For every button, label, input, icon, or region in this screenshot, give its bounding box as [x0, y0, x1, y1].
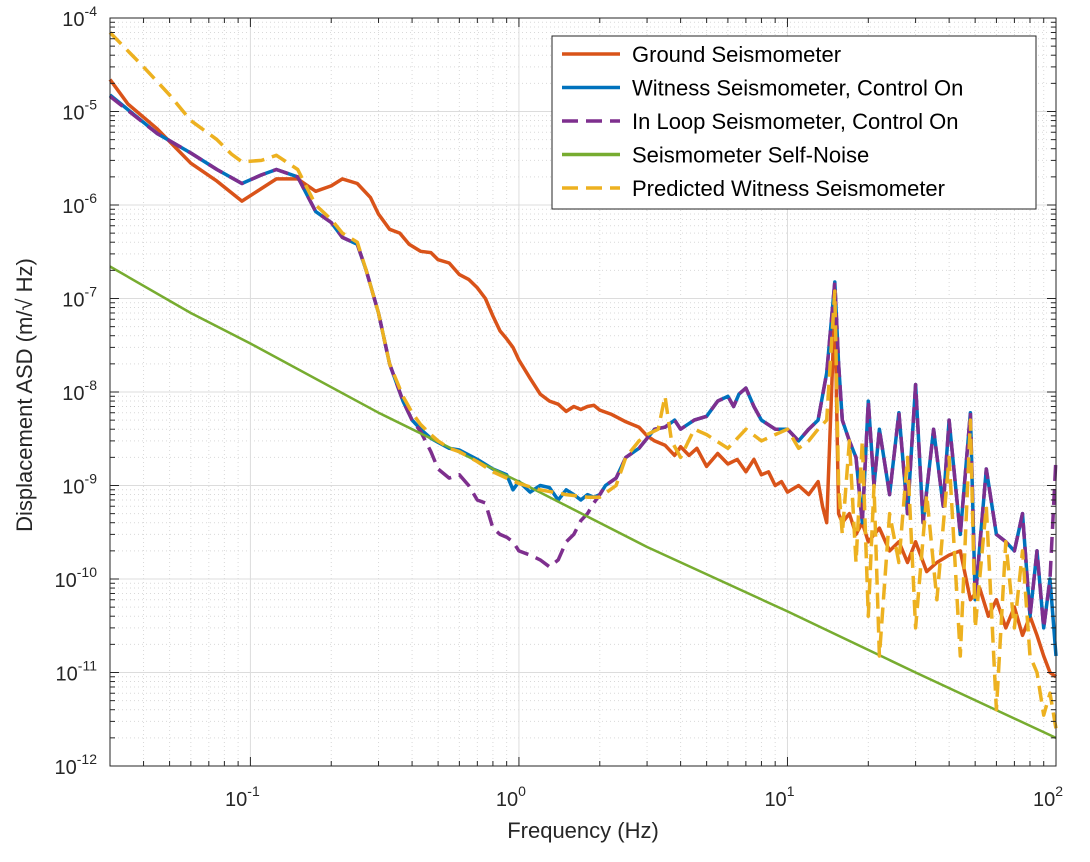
y-tick-label: 10-5: [62, 97, 97, 125]
legend-box: [551, 35, 1037, 210]
x-tick-label: 101: [764, 783, 794, 811]
legend-label-2: In Loop Seismometer, Control On: [632, 109, 959, 134]
series-line-2: [108, 95, 1058, 630]
y-tick-labels: 10-12 10-11 10-10 10-9 10-8 10-7 10-6 10-5 10-4: [55, 3, 98, 779]
y-tick-label: 10-7: [62, 284, 97, 312]
y-tick-label: 10-10: [55, 564, 98, 592]
series-layer: [108, 31, 1058, 740]
x-tick-labels: 10-1 100 101 102: [225, 783, 1063, 811]
y-tick-label: 10-8: [62, 377, 97, 405]
series-line-4: [108, 31, 1058, 730]
legend-label-4: Predicted Witness Seismometer: [632, 176, 945, 201]
axis-ticks: [109, 17, 1057, 767]
y-tick-label: 10-6: [62, 190, 97, 218]
x-tick-label: 100: [496, 783, 526, 811]
y-axis-label: Displacement ASD (m/√ Hz): [12, 258, 37, 532]
legend-label-3: Seismometer Self-Noise: [632, 143, 869, 168]
legend-label-0: Ground Seismometer: [632, 42, 841, 67]
y-tick-label: 10-9: [62, 471, 97, 499]
legend-label-1: Witness Seismometer, Control On: [632, 76, 963, 101]
y-tick-label: 10-4: [62, 3, 97, 31]
legend: Ground Seismometer Witness Seismometer, C…: [551, 35, 1037, 210]
x-axis-label: Frequency (Hz): [507, 818, 659, 843]
y-tick-label: 10-12: [55, 751, 98, 779]
y-tick-label: 10-11: [56, 658, 98, 686]
x-tick-label: 10-1: [225, 783, 260, 811]
x-tick-label: 102: [1033, 783, 1063, 811]
